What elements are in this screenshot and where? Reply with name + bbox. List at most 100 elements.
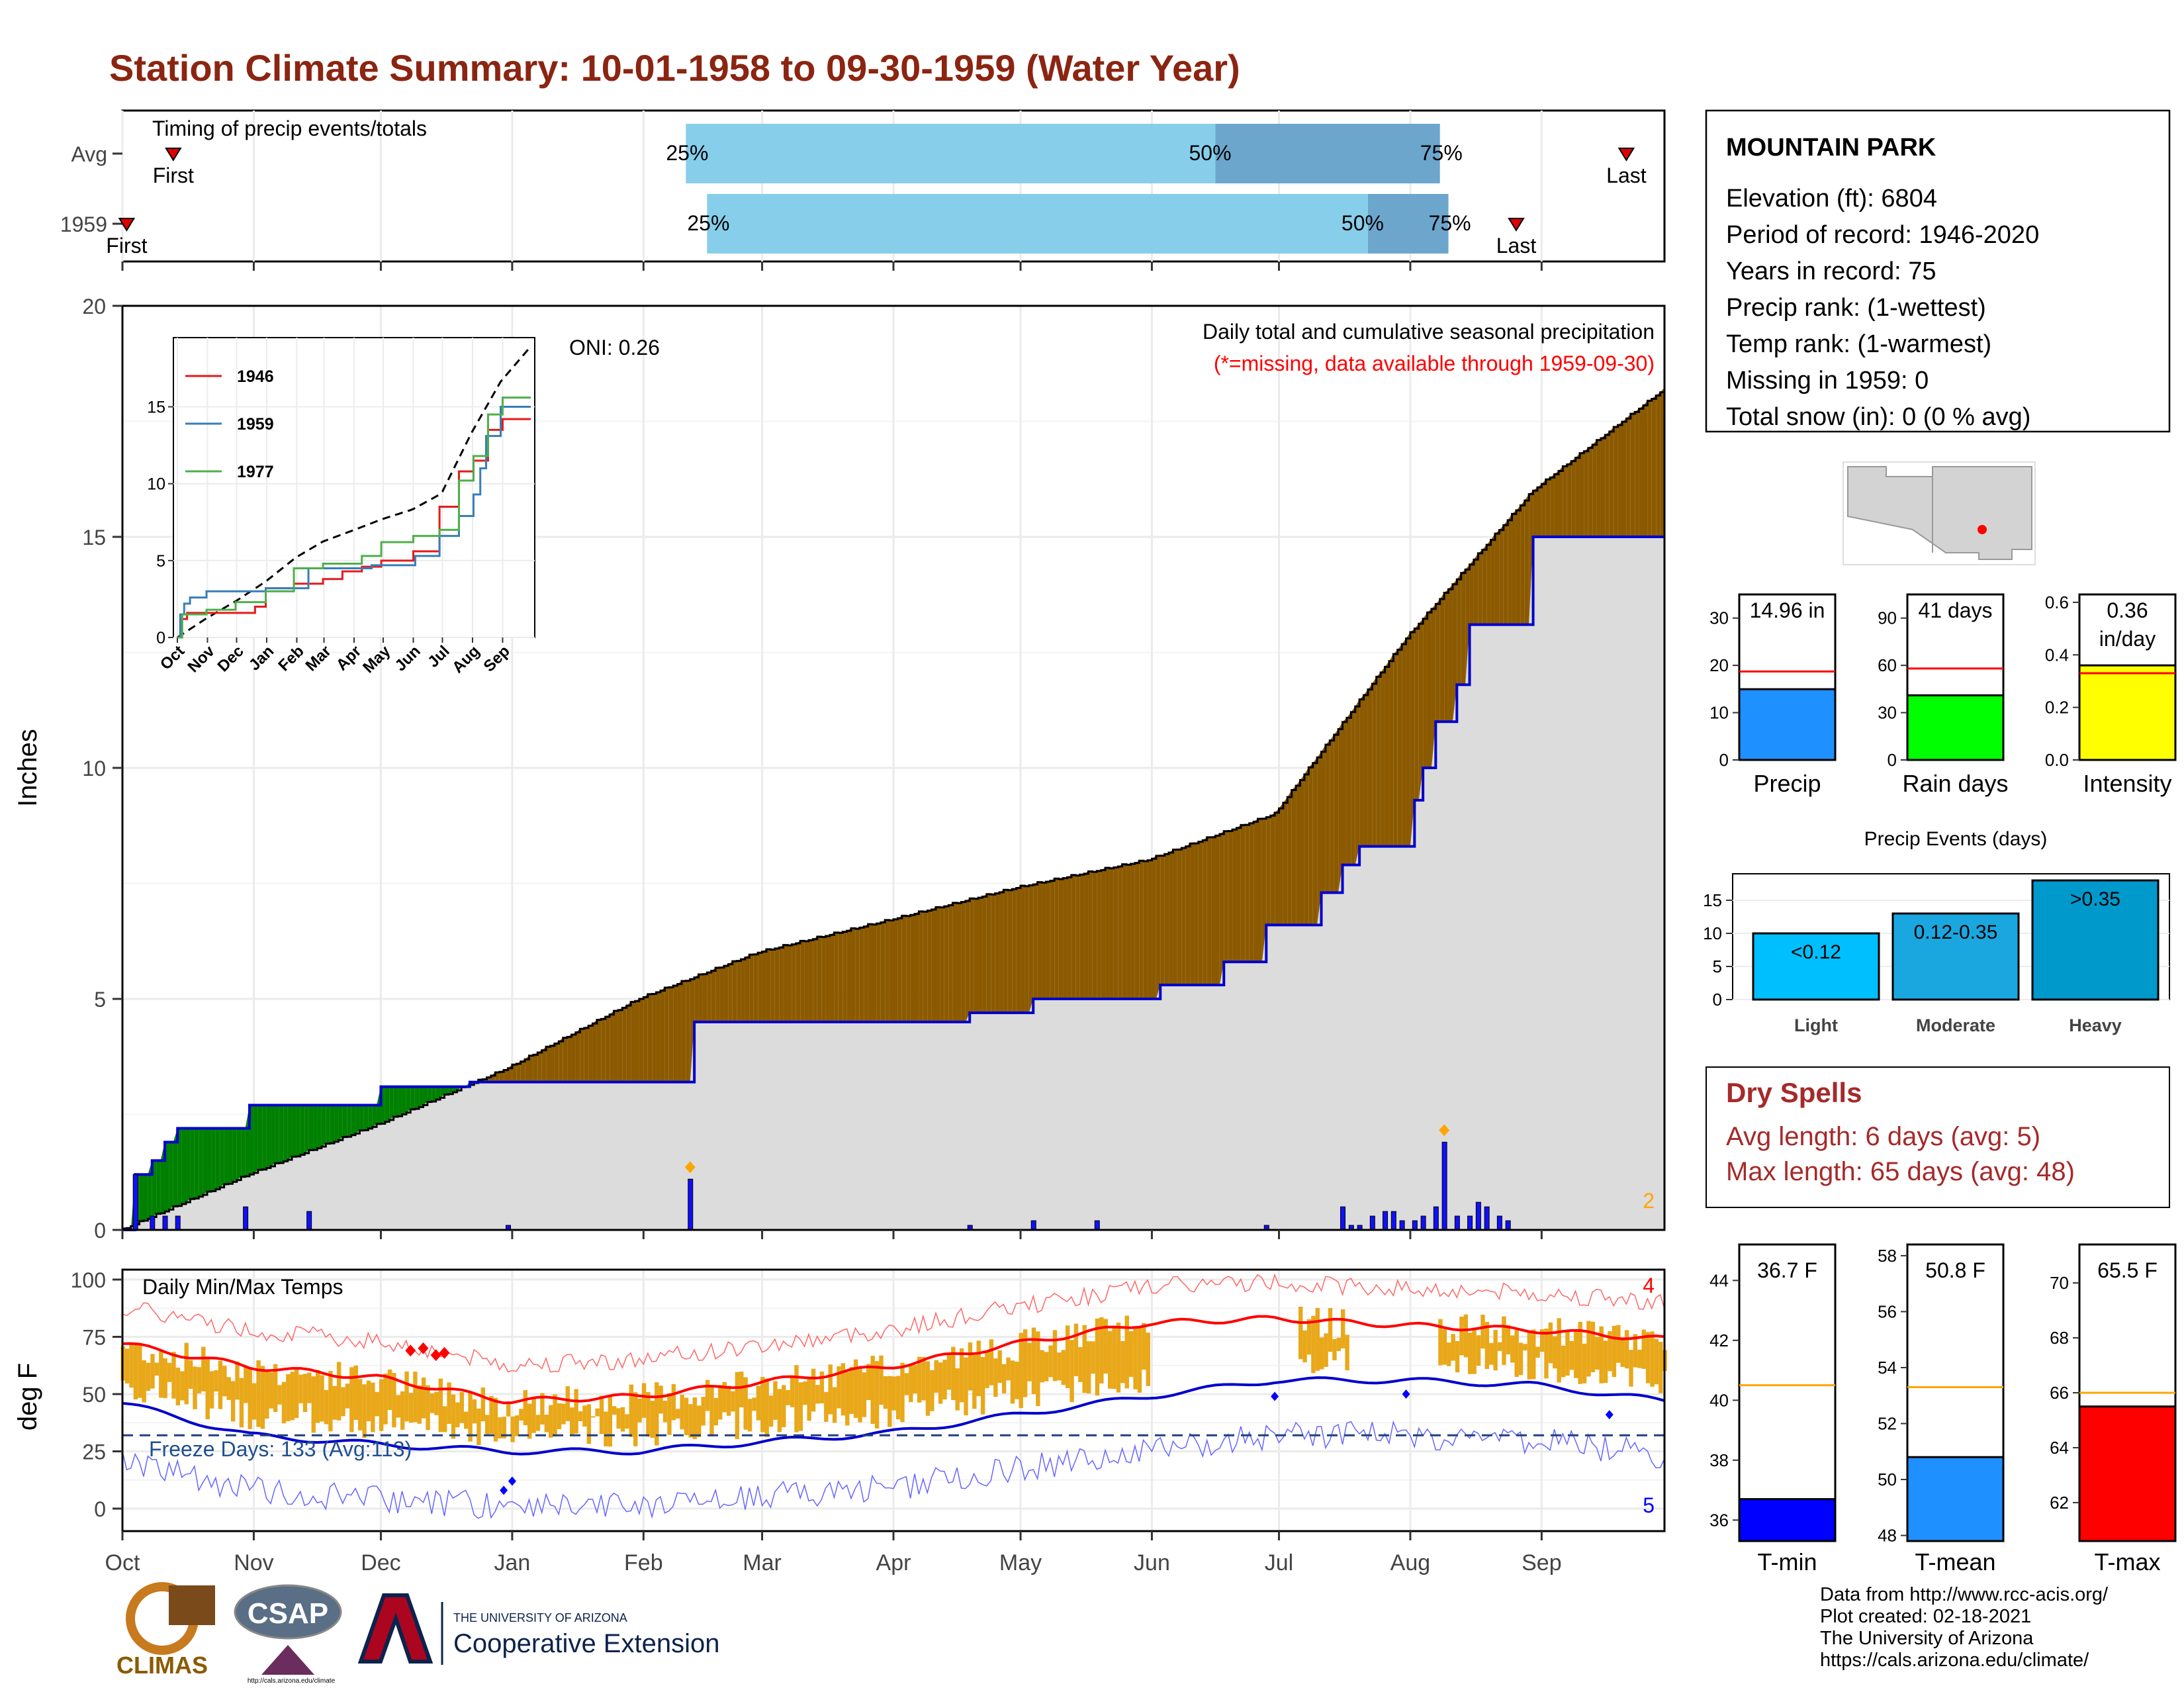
state-shape (1847, 466, 2032, 560)
daily-temp-bar (1116, 1323, 1121, 1393)
difference-fill (448, 1086, 453, 1094)
difference-fill (745, 955, 750, 1022)
difference-fill (1152, 855, 1156, 999)
difference-fill (1490, 534, 1495, 625)
month-label: Sep (1522, 1550, 1562, 1575)
difference-fill (910, 914, 915, 1022)
daily-temp-bar (277, 1385, 282, 1405)
daily-temp-bar (328, 1370, 333, 1432)
dry-spells-title: Dry Spells (1726, 1077, 1862, 1108)
daily-temp-bar (286, 1374, 291, 1422)
daily-temp-bar (260, 1366, 265, 1429)
daily-precip-bar (1390, 1211, 1396, 1231)
daily-temp-bar (1459, 1316, 1464, 1356)
temp-tick-label: 50 (1878, 1470, 1897, 1489)
difference-fill (435, 1086, 441, 1100)
daily-temp-bar (828, 1364, 833, 1415)
difference-fill (779, 945, 784, 1022)
inset-average-line (177, 347, 531, 639)
daily-temp-bar (646, 1392, 651, 1437)
difference-fill (1563, 464, 1567, 537)
daily-temp-bar (574, 1389, 578, 1434)
daily-temp-bar (1620, 1337, 1625, 1367)
daily-temp-bar (1645, 1332, 1651, 1383)
month-label: Nov (234, 1550, 273, 1575)
difference-fill (563, 1037, 568, 1082)
record-min-marker (500, 1485, 508, 1495)
difference-fill (271, 1105, 275, 1166)
difference-fill (1499, 525, 1504, 625)
difference-fill (1105, 868, 1110, 999)
difference-fill (1042, 882, 1046, 999)
daily-temp-bar (595, 1408, 600, 1417)
daily-temp-bar (1455, 1340, 1460, 1373)
daily-precip-bar (1496, 1215, 1502, 1231)
difference-fill (453, 1086, 457, 1092)
difference-fill (631, 1001, 635, 1082)
daily-precip-bar (1467, 1215, 1473, 1231)
daily-precip-bar (162, 1215, 168, 1231)
inset-series-1977 (177, 397, 531, 639)
difference-fill (1291, 786, 1297, 925)
difference-fill (770, 948, 775, 1022)
difference-fill (893, 918, 898, 1022)
daily-temp-bar (430, 1393, 435, 1413)
difference-fill (906, 915, 911, 1022)
difference-fill (406, 1086, 411, 1113)
daily-temp-bar (459, 1391, 464, 1423)
daily-temp-bar (383, 1374, 388, 1425)
daily-temp-bar (803, 1381, 807, 1405)
timing-25-label: 25% (666, 141, 708, 165)
daily-temp-bar (480, 1387, 485, 1422)
daily-temp-bar (1616, 1325, 1621, 1363)
difference-fill (1439, 592, 1445, 722)
difference-fill (829, 932, 835, 1022)
temp-value-label: 65.5 F (2097, 1258, 2158, 1282)
daily-temp-bar (502, 1417, 506, 1438)
daily-temp-bar (1468, 1333, 1473, 1374)
daily-temp-bar (302, 1374, 308, 1413)
difference-fill (1473, 553, 1479, 625)
difference-fill (1626, 414, 1631, 537)
daily-temp-bar (1048, 1345, 1053, 1378)
record-max-marker (439, 1346, 450, 1359)
climas-logo-text: CLIMAS (116, 1652, 208, 1679)
difference-fill (1245, 823, 1250, 962)
daily-temp-bar (523, 1390, 528, 1426)
daily-temp-bar (655, 1382, 659, 1446)
daily-temp-bar (1065, 1325, 1070, 1388)
summary-tick-label: 30 (1709, 608, 1729, 628)
footer-line: The University of Arizona (1820, 1628, 2034, 1649)
month-label: Oct (105, 1550, 140, 1575)
daily-temp-bar (248, 1369, 252, 1429)
difference-fill (1003, 890, 1008, 1013)
daily-temp-bar (438, 1378, 443, 1432)
daily-temp-bar (1633, 1334, 1638, 1368)
difference-fill (1325, 740, 1330, 893)
daily-temp-bar (404, 1371, 409, 1422)
difference-fill (1016, 886, 1021, 1013)
daily-temp-bar (570, 1407, 574, 1434)
difference-fill (808, 939, 813, 1022)
difference-fill (338, 1105, 343, 1141)
difference-fill (652, 992, 657, 1082)
daily-temp-bar (938, 1362, 943, 1404)
summary-bar-label: Intensity (2083, 770, 2171, 797)
daily-temp-bar (1518, 1342, 1524, 1376)
dry-frame (1706, 1066, 2170, 1208)
daily-temp-bar (138, 1343, 142, 1398)
difference-fill (1614, 425, 1618, 537)
precip-y-axis-label: Inches (13, 729, 42, 807)
extreme-precip-marker (1439, 1124, 1450, 1137)
daily-temp-bar (1095, 1318, 1100, 1396)
difference-fill (389, 1086, 394, 1120)
difference-fill (957, 902, 962, 1022)
temp-value-label: 36.7 F (1757, 1258, 1817, 1282)
daily-temp-bar (1438, 1319, 1443, 1366)
difference-fill (190, 1128, 195, 1199)
difference-fill (1164, 852, 1169, 986)
difference-fill (1617, 422, 1622, 537)
difference-fill (753, 953, 758, 1022)
summary-value-label: 14.96 in (1750, 598, 1825, 622)
daily-temp-bar (320, 1375, 324, 1422)
